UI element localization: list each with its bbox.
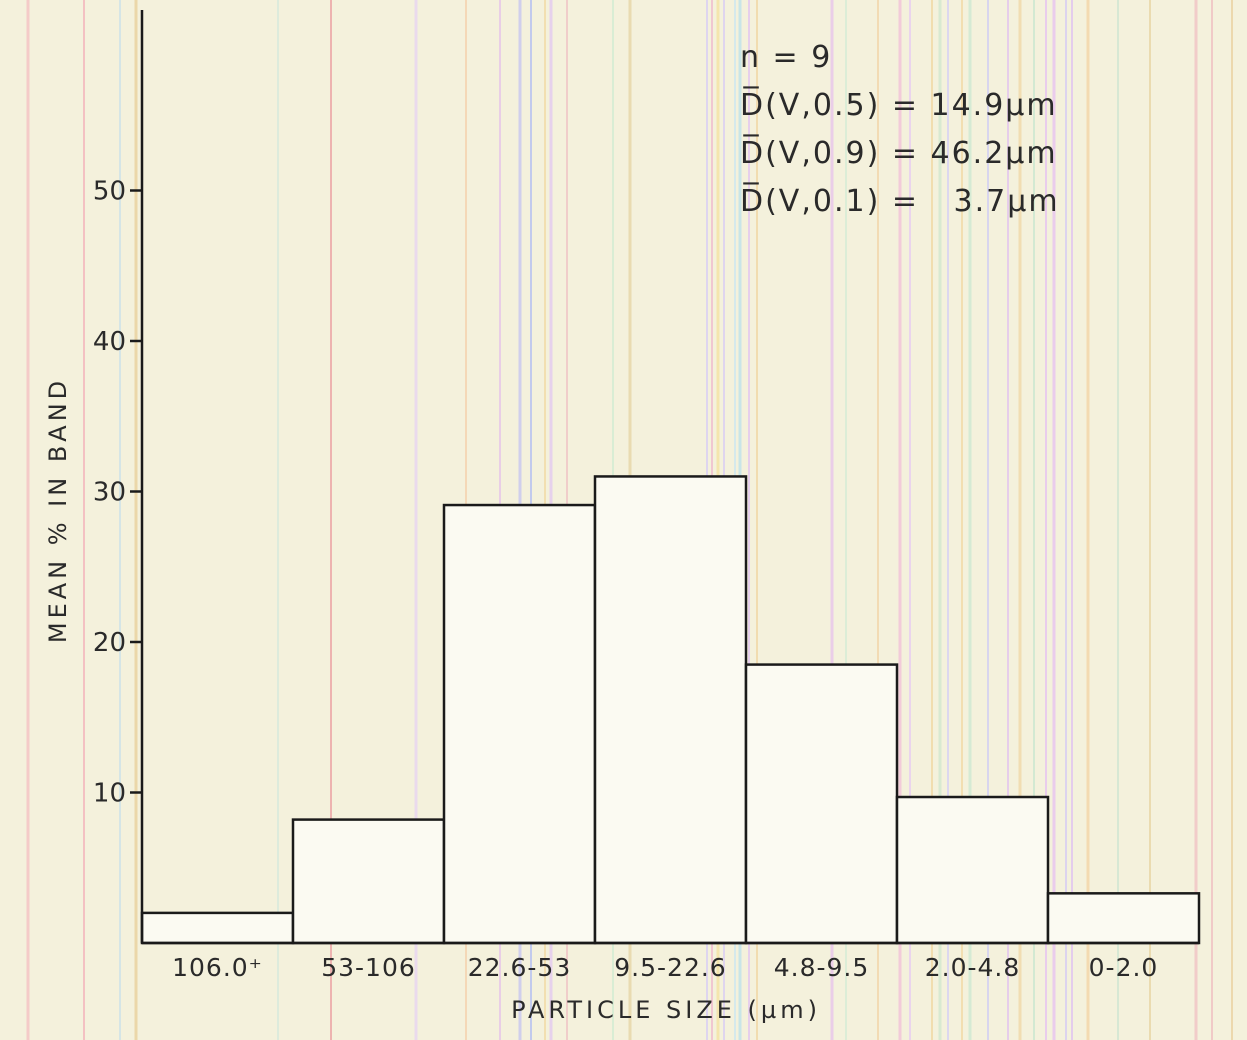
stat-annotation: n = 9 <box>740 40 832 75</box>
y-axis-title: MEAN % IN BAND <box>44 377 72 643</box>
x-tick-label: 53-106 <box>321 953 416 982</box>
y-tick-label: 30 <box>93 478 126 508</box>
y-tick-label: 20 <box>93 628 126 658</box>
x-tick-label: 4.8-9.5 <box>774 953 870 982</box>
bar-3 <box>593 475 748 945</box>
y-tick-label: 40 <box>93 327 126 357</box>
axes-group <box>140 10 1199 945</box>
x-axis-title: PARTICLE SIZE (µm) <box>511 996 821 1024</box>
stat-annotation: D̅(V,0.9) = 46.2µm <box>740 134 1058 171</box>
bar-1 <box>291 818 446 945</box>
x-tick-label: 2.0-4.8 <box>925 953 1021 982</box>
y-tick-label: 50 <box>93 177 126 207</box>
bar-2 <box>442 503 597 945</box>
bar-4 <box>744 663 899 945</box>
x-tick-label: 0-2.0 <box>1089 953 1159 982</box>
bar-5 <box>895 795 1050 945</box>
stats-annotations: n = 9 D̅(V,0.5) = 14.9µm D̅(V,0.9) = 46.2µ… <box>740 40 1060 219</box>
bars-group <box>140 475 1201 945</box>
x-tick-label: 9.5-22.6 <box>614 953 726 982</box>
bar-0 <box>140 911 295 945</box>
y-ticks-group: 10 20 30 40 50 <box>93 177 142 809</box>
stat-annotation: D̅(V,0.5) = 14.9µm <box>740 86 1058 123</box>
x-tick-label: 106.0⁺ <box>172 953 263 982</box>
bar-6 <box>1046 892 1201 945</box>
y-tick-label: 10 <box>93 779 126 809</box>
x-tick-labels-group: 106.0⁺ 53-106 22.6-53 9.5-22.6 4.8-9.5 2.0-4.… <box>172 953 1159 982</box>
x-tick-label: 22.6-53 <box>468 953 572 982</box>
stat-annotation: D̅(V,0.1) = 3.7µm <box>740 182 1060 219</box>
